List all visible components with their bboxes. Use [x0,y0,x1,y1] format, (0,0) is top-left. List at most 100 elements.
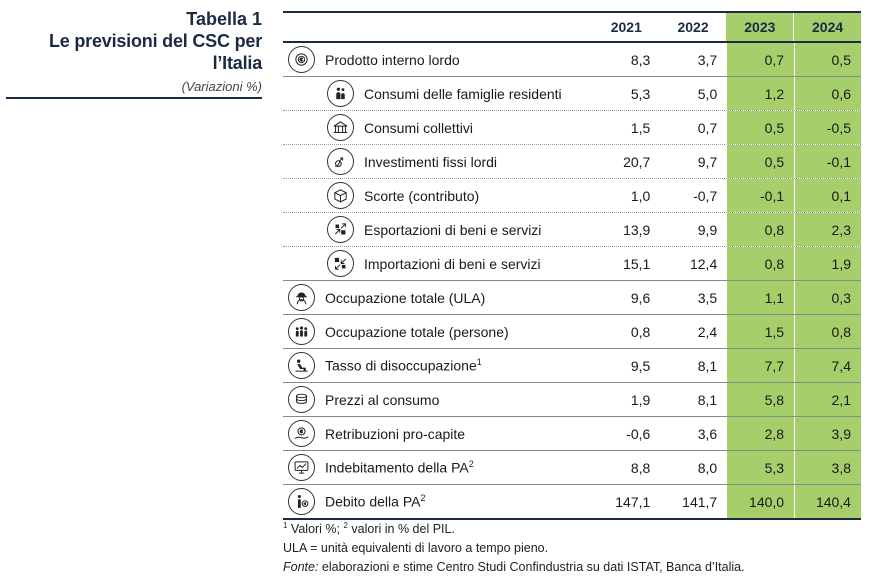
value-cell-2024: -0,5 [794,111,862,144]
caption-rule [6,97,262,99]
table-row-importazioni-di-beni-e-servizi: Importazioni di beni e servizi 15,1 12,4 0,… [283,247,862,281]
value-cell-2022: -0,7 [693,187,718,204]
value-cell-2021: 1,5 [630,119,651,136]
value-cell-2023: 5,3 [727,451,795,484]
value-cell-2022: 0,7 [697,119,718,136]
value-cell-2023: 5,8 [727,383,795,416]
table-row-tasso-di-disoccupazione: Tasso di disoccupazione1 9,5 8,1 7,7 7,4 [283,349,861,383]
table-row-consumi-delle-famiglie-residenti: Consumi delle famiglie residenti 5,3 5,0 1,… [283,77,862,111]
table-row-occupazione-totale-ula: Occupazione totale (ULA) 9,6 3,5 1,1 0,3 [283,281,861,315]
value-cell-2021: 5,3 [630,85,651,102]
value-cell-2024: 7,4 [794,349,861,382]
value-cell-2024: 0,1 [794,179,862,212]
table-row-indebitamento-della-pa: Indebitamento della PA2 8,8 8,0 5,3 3,8 [283,451,861,485]
worker-helmet-icon [288,284,315,311]
value-cell-2021: 8,8 [630,459,651,476]
row-label: Occupazione totale (ULA) [325,290,485,306]
value-cell-2024: -0,1 [794,145,862,178]
value-cell-2024: 0,3 [794,281,861,314]
salary-hand-icon [288,420,315,447]
value-cell-2024: 2,3 [794,213,862,246]
table-row-esportazioni-di-beni-e-servizi: Esportazioni di beni e servizi 13,9 9,9 0,8… [283,213,862,247]
note-line-1: 1 Valori %; 2 valori in % del PIL. [283,516,745,539]
value-cell-2023: 0,8 [727,247,795,280]
row-label-cell: Prezzi al consumo [283,383,593,416]
public-building-icon [327,114,354,141]
row-label-text: Occupazione totale (persone) [325,323,509,340]
row-label: Prodotto interno lordo [325,52,460,68]
table-row-scorte-contributo: Scorte (contributo) 1,0 -0,7 -0,1 0,1 [283,179,862,213]
table-row-consumi-collettivi: Consumi collettivi 1,5 0,7 0,5 -0,5 [283,111,862,145]
value-cell-2022: 9,7 [697,153,718,170]
box-icon [327,182,354,209]
table-top-rule [283,11,861,13]
value-cell-2022: 3,6 [697,425,718,442]
row-label-cell: Prodotto interno lordo [283,43,593,76]
table-label: Tabella 1 [186,9,262,29]
note-source-text: elaborazioni e stime Centro Studi Confin… [318,560,745,575]
header-year-2021: 2021 [610,19,642,35]
coin-stack-icon [288,386,315,413]
row-label-text: Debito della PA [325,493,421,510]
value-cell-2022: 12,4 [689,255,718,272]
value-cell-2021: 1,0 [630,187,651,204]
monitor-chart-icon [288,454,315,481]
value-cell-2021: 9,5 [630,357,651,374]
row-label: Prezzi al consumo [325,392,439,408]
value-cell-2022: 8,1 [697,357,718,374]
value-cell-2024: 3,9 [794,417,861,450]
row-label-text: Esportazioni di beni e servizi [364,221,542,238]
value-cell-2022: 3,5 [697,289,718,306]
investment-icon [327,148,354,175]
value-cell-2023: 0,5 [727,111,795,144]
value-cell-2023: 140,0 [727,485,795,518]
value-cell-2023: 0,8 [727,213,795,246]
row-label: Consumi collettivi [364,120,473,136]
row-label-cell: Indebitamento della PA2 [283,451,593,484]
row-label: Occupazione totale (persone) [325,324,509,340]
value-cell-2023: 1,5 [727,315,795,348]
value-cell-2022: 5,0 [697,85,718,102]
header-label-cell [283,13,593,41]
table-body: Prodotto interno lordo 8,3 3,7 0,7 0,5 Consum… [283,43,862,520]
forecast-table: 2021 2022 2023 2024 Prodotto interno lor… [283,11,862,520]
unemployed-person-icon [288,352,315,379]
header-year-2022: 2022 [677,19,709,35]
row-label: Consumi delle famiglie residenti [364,86,562,102]
row-label-text: Importazioni di beni e servizi [364,255,541,272]
value-cell-2022: 141,7 [682,493,718,510]
family-icon [327,80,354,107]
row-label: Esportazioni di beni e servizi [364,222,541,238]
row-label-cell: Esportazioni di beni e servizi [283,213,593,246]
gdp-coin-icon [288,46,315,73]
header-year-2023: 2023 [726,13,794,41]
row-label-cell: Consumi collettivi [283,111,593,144]
value-cell-2024: 3,8 [794,451,861,484]
row-label-text: Scorte (contributo) [364,187,480,204]
table-notes: 1 Valori %; 2 valori in % del PIL. ULA =… [283,516,745,577]
people-group-icon [288,318,315,345]
row-label: Indebitamento della PA2 [325,459,474,476]
table-header: 2021 2022 2023 2024 [283,13,861,43]
table-row-debito-della-pa: Debito della PA2 147,1 141,7 140,0 140,4 [283,485,861,520]
table-row-prodotto-interno-lordo: Prodotto interno lordo 8,3 3,7 0,7 0,5 [283,43,861,77]
note-text-1b: valori in % del PIL. [347,522,455,537]
value-cell-2021: 15,1 [623,255,651,272]
row-label-cell: Occupazione totale (ULA) [283,281,593,314]
row-label: Debito della PA2 [325,493,425,510]
table-title: Le previsioni del CSC per l’Italia [48,31,262,73]
debt-person-icon [288,488,315,515]
row-label-cell: Debito della PA2 [283,485,593,518]
note-line-3: Fonte: elaborazioni e stime Centro Studi… [283,558,745,577]
value-cell-2024: 1,9 [794,247,862,280]
row-label-text: Tasso di disoccupazione [325,357,477,374]
row-label-cell: Scorte (contributo) [283,179,593,212]
row-label-text: Occupazione totale (ULA) [325,289,486,306]
value-cell-2021: 147,1 [615,493,651,510]
value-cell-2023: -0,1 [727,179,795,212]
value-cell-2022: 3,7 [697,51,718,68]
row-label: Retribuzioni pro-capite [325,426,465,442]
note-sup-1: 1 [283,521,288,530]
value-cell-2022: 8,0 [697,459,718,476]
table-row-investimenti-fissi-lordi: Investimenti fissi lordi 20,7 9,7 0,5 -0,1 [283,145,862,179]
